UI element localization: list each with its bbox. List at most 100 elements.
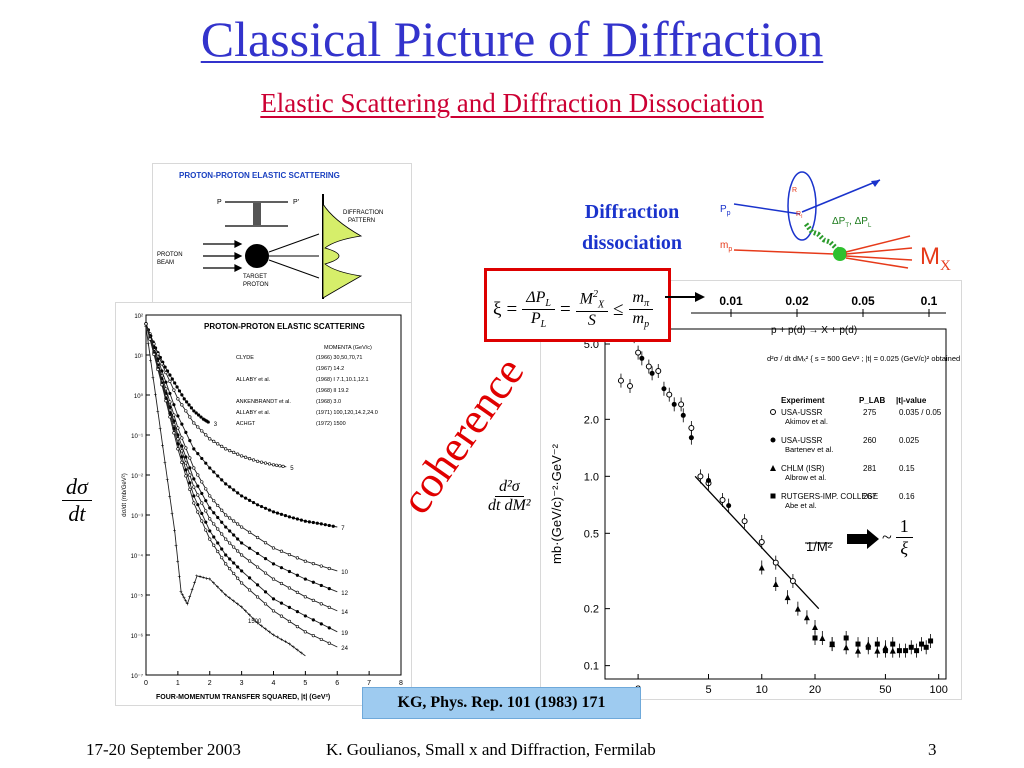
legend-plab: 281: [863, 464, 877, 473]
data-point: +: [154, 393, 158, 399]
data-point: +: [161, 444, 165, 450]
y-tick-label: 10¹: [134, 354, 143, 360]
data-point: +: [146, 342, 150, 348]
series-curve-3: [145, 323, 211, 424]
data-point: [192, 485, 196, 489]
data-point: [192, 409, 196, 413]
data-point: +: [185, 602, 189, 608]
data-point: [666, 391, 673, 398]
data-point: +: [174, 544, 178, 550]
data-point: +: [287, 642, 291, 648]
data-point: [303, 519, 307, 523]
data-point: [295, 625, 300, 629]
data-point: [240, 553, 244, 557]
data-point: [240, 541, 244, 545]
data-point: [184, 446, 188, 450]
top-axis-label: 0.05: [851, 294, 875, 308]
data-point: [216, 541, 220, 545]
data-point: [279, 566, 284, 570]
data-point: [295, 610, 300, 614]
y-tick-label: 1.0: [584, 471, 599, 483]
data-point: [319, 583, 323, 588]
svg-text:RI: RI: [796, 211, 802, 220]
incoming-proton-line: [733, 203, 801, 215]
data-point: [680, 412, 686, 418]
legend-plab: 260: [863, 436, 877, 445]
data-point: [311, 618, 315, 622]
y-tick-label: 2.0: [584, 414, 599, 426]
data-point: [188, 466, 192, 470]
beam-label-1: PROTON: [157, 252, 183, 258]
legend-experiment: USA-USSR: [781, 436, 823, 445]
data-point: [236, 491, 240, 495]
slide-title: Classical Picture of Diffraction: [200, 11, 824, 67]
data-point: [267, 462, 272, 466]
incoming-m-line: [733, 249, 835, 255]
legend-label: ANKENBRANDT et al.: [236, 399, 291, 405]
data-point: [228, 449, 232, 453]
data-point: [156, 367, 160, 372]
legend-plab: 275: [863, 408, 877, 417]
legend-experiment: USA-USSR: [781, 408, 823, 417]
data-point: [188, 487, 192, 492]
data-point: +: [232, 599, 236, 605]
data-point: [639, 355, 645, 361]
mx-main: M: [920, 243, 940, 270]
data-point: [236, 576, 240, 580]
data-point: [216, 549, 220, 554]
data-point: [192, 501, 196, 505]
data-point: +: [272, 633, 276, 639]
data-point: [311, 598, 315, 602]
data-point: [251, 500, 256, 505]
data-point: [212, 439, 216, 443]
data-point: [180, 422, 184, 426]
data-point: [172, 388, 176, 392]
data-point: [303, 630, 307, 634]
f1-den-sub: L: [540, 319, 547, 331]
x-tick-label: 5: [303, 680, 307, 687]
data-point: [212, 543, 216, 547]
data-point: [706, 478, 712, 484]
dd-label-line1: Diffraction: [584, 201, 680, 223]
legend-marker: [770, 437, 776, 443]
legend-tval: 0.035 / 0.05: [899, 408, 942, 417]
data-point: [224, 562, 228, 566]
data-point: +: [151, 376, 155, 382]
data-point: [228, 516, 232, 520]
legend-years: (1968) II 19.2: [316, 388, 349, 394]
curve-label-10: 10: [341, 570, 348, 576]
data-point: [212, 511, 216, 515]
data-point: [331, 524, 335, 528]
data-point: [327, 641, 331, 645]
data-point: [255, 459, 260, 463]
data-point: +: [268, 630, 272, 636]
data-point: [204, 433, 208, 437]
data-point: [617, 377, 624, 384]
data-point: [299, 518, 303, 522]
legend-years: (1966) 30,50,70,71: [316, 355, 362, 361]
f3-den-sub: p: [644, 319, 650, 331]
data-point: [208, 529, 212, 533]
data-point: +: [173, 529, 177, 535]
data-point: [220, 444, 224, 448]
data-point: [156, 352, 160, 356]
d2sigma-den: dt dM²: [488, 497, 531, 514]
outgoing-proton-line: [801, 179, 881, 213]
legend-experiment: RUTGERS-IMP. COLLEGE: [781, 492, 878, 501]
top-axis-label: 0.1: [921, 294, 938, 308]
data-point: [255, 551, 260, 556]
data-point: [216, 474, 220, 478]
data-point: [216, 527, 220, 531]
legend-label: ACHGT: [236, 421, 256, 427]
data-point: [196, 493, 200, 497]
scattered-lines: [268, 233, 320, 279]
data-point: [224, 537, 228, 541]
data-point: +: [144, 325, 148, 331]
data-point: [199, 415, 203, 419]
x-tick-label: 0: [144, 680, 148, 687]
data-point: [303, 577, 307, 581]
x-tick-label: 7: [367, 680, 371, 687]
data-point: [184, 455, 188, 459]
legend-marker: [770, 493, 776, 499]
data-point: [263, 541, 268, 545]
